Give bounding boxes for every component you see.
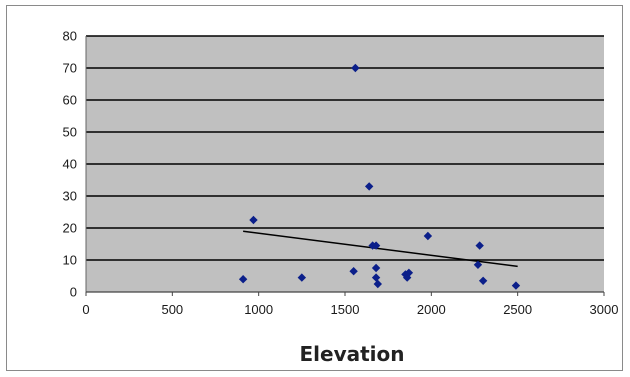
y-tick-labels: 0 10 20 30 40 50 60 70 80 <box>63 29 77 300</box>
scatter-chart: 0 10 20 30 40 50 60 70 80 0 500 1000 1500 2000 2500 30… <box>63 29 619 367</box>
data-point <box>238 275 248 284</box>
data-point <box>475 241 484 250</box>
x-tick-label: 2500 <box>503 302 532 317</box>
data-point <box>371 263 381 273</box>
data-point <box>249 215 258 225</box>
data-point <box>423 231 433 241</box>
data-point <box>351 63 360 73</box>
x-tick-label: 500 <box>161 302 183 317</box>
data-point <box>373 279 383 289</box>
data-point <box>404 268 414 277</box>
y-tick-label: 80 <box>63 29 77 44</box>
x-tick-label: 1000 <box>244 302 273 317</box>
chart-frame: 0 10 20 30 40 50 60 70 80 0 500 1000 1500 2000 2500 30… <box>6 5 623 371</box>
y-tick-label: 60 <box>63 93 77 108</box>
y-tick-label: 70 <box>63 61 77 76</box>
data-point <box>297 273 307 282</box>
data-point <box>349 267 358 276</box>
data-point <box>478 276 488 285</box>
y-tick-label: 20 <box>63 221 77 236</box>
trendline <box>243 230 518 268</box>
y-tick-label: 40 <box>63 157 77 172</box>
data-point <box>473 260 483 269</box>
x-tick-label: 1500 <box>331 302 360 317</box>
y-tick-label: 10 <box>63 253 77 268</box>
x-tick-label: 3000 <box>590 302 619 317</box>
x-tick-labels: 0 500 1000 1500 2000 2500 3000 <box>82 292 618 317</box>
y-tick-label: 30 <box>63 189 77 204</box>
x-axis-title: Elevation <box>299 342 404 366</box>
gridlines <box>86 35 604 261</box>
data-point <box>364 182 374 191</box>
x-tick-label: 2000 <box>417 302 446 317</box>
y-tick-label: 50 <box>63 125 77 140</box>
data-point <box>371 241 381 250</box>
y-tick-label: 0 <box>70 285 77 300</box>
data-point <box>371 273 381 282</box>
x-tick-label: 0 <box>82 302 89 317</box>
